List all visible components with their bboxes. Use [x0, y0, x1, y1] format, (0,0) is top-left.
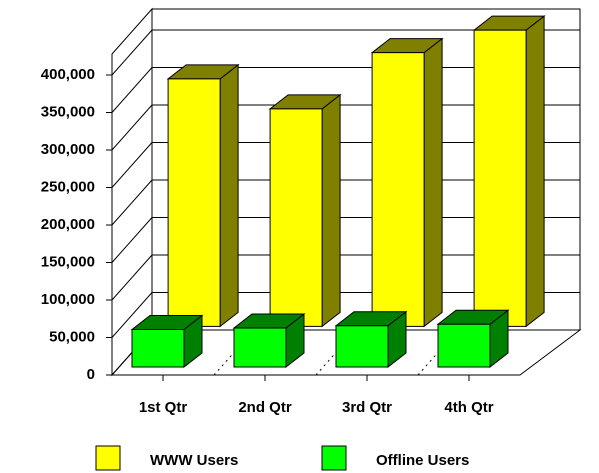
- x-tick-label: 2nd Qtr: [238, 399, 291, 416]
- y-tick-label: 50,000: [49, 328, 95, 345]
- bar-front: [473, 29, 527, 327]
- bar-front: [371, 52, 425, 327]
- bar: [130, 314, 204, 369]
- bar-front: [167, 78, 221, 327]
- x-tick-label: 4th Qtr: [444, 399, 493, 416]
- grid-line: [111, 67, 153, 113]
- legend-swatch: [95, 445, 121, 471]
- x-tick-label: 3rd Qtr: [342, 399, 392, 416]
- y-tick-label: 100,000: [41, 291, 95, 308]
- bar-front: [233, 327, 287, 368]
- y-tick-label: 300,000: [41, 141, 95, 158]
- bar-side: [219, 63, 239, 328]
- grid-line: [111, 179, 153, 226]
- y-tick-label: 0: [87, 366, 95, 383]
- y-tick-label: 200,000: [41, 216, 95, 233]
- bar-front: [335, 325, 389, 368]
- bar: [436, 309, 510, 369]
- bar: [370, 37, 444, 328]
- legend-label: Offline Users: [376, 452, 469, 469]
- bar: [472, 15, 546, 328]
- y-tick-label: 400,000: [41, 66, 95, 83]
- grid-line: [111, 292, 153, 338]
- bar: [166, 63, 240, 328]
- x-tick-label: 1st Qtr: [139, 399, 188, 416]
- grid-line: [111, 217, 153, 263]
- bar-front: [437, 323, 491, 368]
- bar-side: [321, 93, 341, 328]
- bar-front: [269, 108, 323, 327]
- grid-line: [111, 29, 153, 76]
- bar-front: [131, 329, 185, 368]
- legend-label: WWW Users: [150, 452, 238, 469]
- y-tick-label: 350,000: [41, 103, 95, 120]
- grid-line: [111, 254, 153, 301]
- y-tick-label: 250,000: [41, 178, 95, 195]
- bar: [334, 310, 408, 369]
- grid-line: [111, 142, 153, 188]
- bar-side: [423, 37, 443, 328]
- legend-swatch: [321, 445, 347, 471]
- bar: [268, 93, 342, 328]
- y-tick-label: 150,000: [41, 253, 95, 270]
- grid-line: [111, 104, 153, 151]
- bar: [232, 312, 306, 369]
- bar-side: [525, 15, 545, 328]
